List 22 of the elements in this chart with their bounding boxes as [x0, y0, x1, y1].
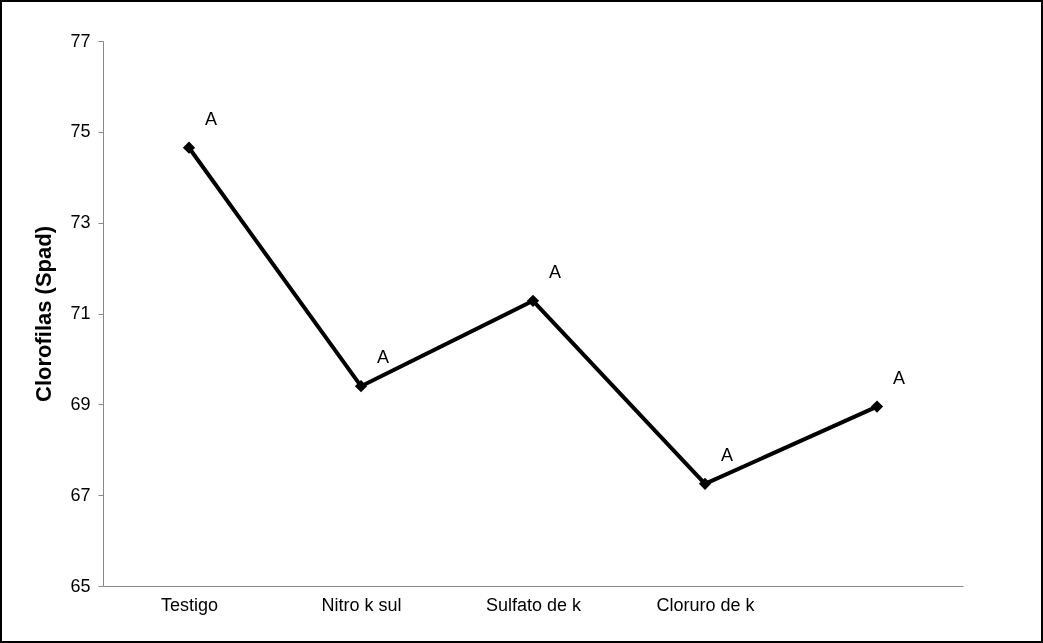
y-tick-label: 71	[70, 303, 91, 323]
annotation: A	[892, 367, 906, 388]
point	[526, 294, 540, 307]
point	[182, 141, 196, 154]
x-tick-label: Nitro k sul	[321, 594, 402, 615]
annotation: A	[548, 261, 562, 282]
y-tick-label: 65	[70, 575, 91, 596]
annotation: A	[720, 444, 734, 465]
x-tick-label: Testigo	[160, 594, 219, 615]
y-tick-label: 77	[70, 30, 91, 51]
point	[870, 400, 884, 413]
x-tick-label: Cloruro de k	[656, 594, 756, 615]
annotation: A	[376, 347, 390, 368]
y-tick-label: 75	[70, 121, 91, 142]
annotation: A	[204, 108, 218, 129]
y-tick-label: 67	[70, 484, 91, 505]
y-tick-label: 73	[70, 212, 91, 233]
point	[698, 477, 712, 490]
y-axis-title: Clorofilas (Spad)	[31, 225, 57, 403]
y-tick-label: 69	[70, 393, 91, 414]
x-tick-label: Sulfato de k	[485, 594, 583, 615]
point	[354, 380, 368, 393]
